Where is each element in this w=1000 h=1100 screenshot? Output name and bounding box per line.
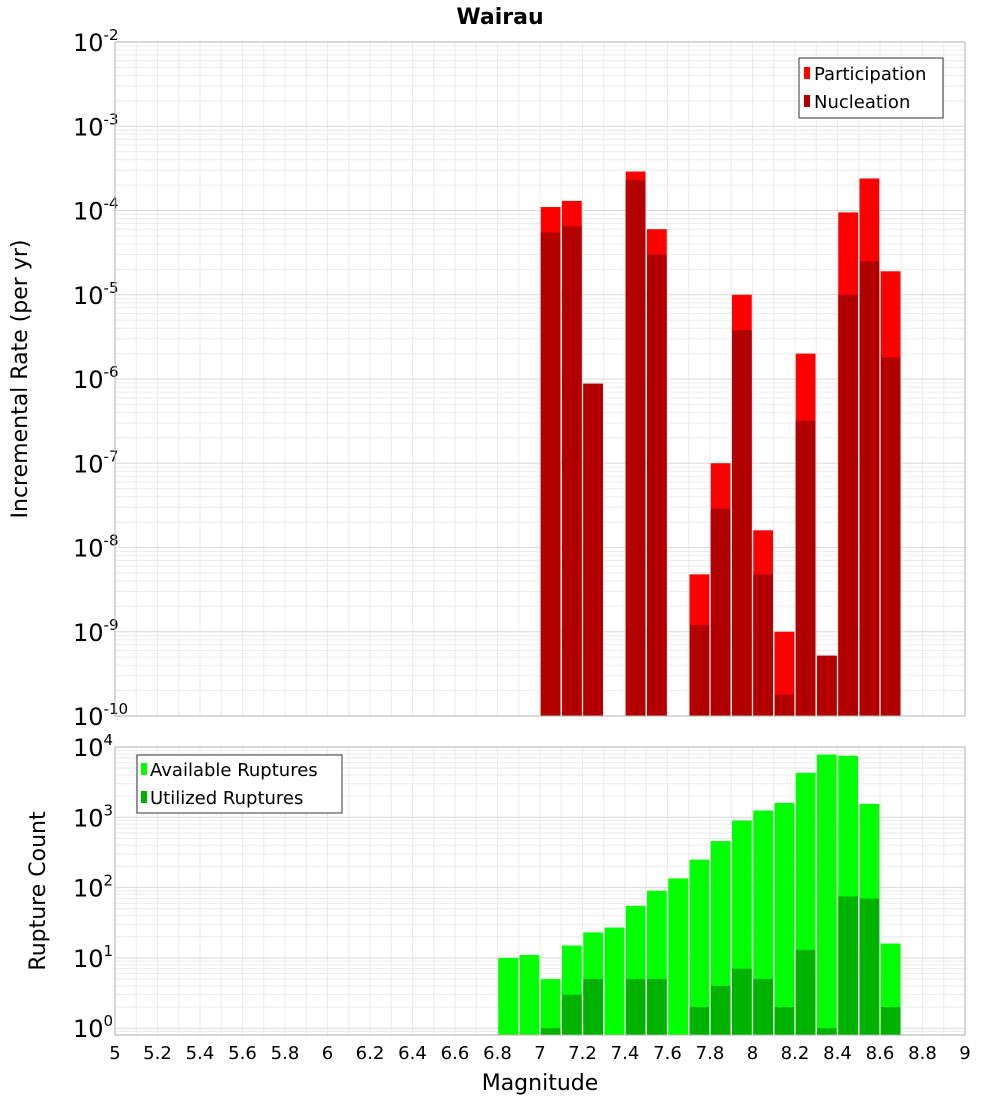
utilized-ruptures-bar xyxy=(689,1007,710,1035)
magnitude-tick-label: 7.2 xyxy=(568,1043,597,1064)
nucleation-bar xyxy=(562,226,582,716)
count-y-tick-label: 101 xyxy=(73,942,113,973)
magnitude-tick-label: 5.8 xyxy=(271,1043,300,1064)
count-panel: 100 101 102 103 104 5 5.2 5.4 5.6 5.8 6 6.2 6.4 6.6 6… xyxy=(26,731,971,1096)
nucleation-bar xyxy=(583,383,603,716)
utilized-ruptures-bar xyxy=(710,985,731,1035)
utilized-ruptures-bar xyxy=(880,1007,901,1035)
count-y-axis-label: Rupture Count xyxy=(26,811,51,971)
utilized-ruptures-bar xyxy=(817,1028,837,1035)
available-ruptures-legend-swatch xyxy=(141,763,147,775)
available-ruptures-bar xyxy=(753,810,773,1035)
count-y-tick-label: 103 xyxy=(73,801,113,832)
magnitude-tick-label: 7 xyxy=(534,1043,545,1064)
magnitude-tick-label: 8.4 xyxy=(823,1043,852,1064)
nucleation-legend-label: Nucleation xyxy=(814,92,910,113)
rate-y-tick-label: 10-6 xyxy=(73,363,119,394)
utilized-ruptures-bars xyxy=(540,896,901,1035)
magnitude-tick-label: 8 xyxy=(747,1043,758,1064)
available-ruptures-bar xyxy=(689,859,710,1035)
nucleation-bar xyxy=(880,357,901,716)
nucleation-bar xyxy=(774,694,795,716)
count-y-tick-label: 100 xyxy=(73,1012,113,1043)
magnitude-tick-label: 8.8 xyxy=(908,1043,937,1064)
count-plot-frame xyxy=(114,746,966,1036)
magnitude-tick-label: 8.6 xyxy=(866,1043,895,1064)
available-ruptures-bar xyxy=(817,754,837,1035)
magnitude-tick-label: 7.6 xyxy=(653,1043,682,1064)
chart-title: Wairau xyxy=(456,5,543,30)
utilized-ruptures-bar xyxy=(625,979,646,1035)
rate-legend: Participation Nucleation xyxy=(798,57,944,119)
utilized-ruptures-bar xyxy=(753,979,773,1035)
count-legend-box xyxy=(136,754,343,814)
magnitude-tick-label: 7.8 xyxy=(696,1043,725,1064)
nucleation-bar xyxy=(625,180,646,717)
count-y-tick-label: 104 xyxy=(73,731,113,762)
nucleation-bar xyxy=(732,330,752,716)
nucleation-bar xyxy=(689,625,710,716)
nucleation-bar xyxy=(647,254,667,716)
rate-grid xyxy=(114,42,966,717)
magnitude-tick-label: 6.6 xyxy=(441,1043,470,1064)
nucleation-bar xyxy=(859,261,880,716)
participation-legend-swatch xyxy=(804,67,810,79)
available-ruptures-bar xyxy=(668,878,688,1035)
utilized-ruptures-bar xyxy=(732,968,752,1035)
magnitude-tick-label: 6 xyxy=(322,1043,333,1064)
rate-y-tick-label: 10-4 xyxy=(73,195,119,226)
magnitude-tick-label: 7.4 xyxy=(611,1043,640,1064)
magnitude-tick-label: 9 xyxy=(959,1043,970,1064)
magnitude-x-ticks: 5 5.2 5.4 5.6 5.8 6 6.2 6.4 6.6 6.8 7 7.2 7.4 7.6 7.8 8… xyxy=(109,1043,970,1064)
rate-y-tick-label: 10-2 xyxy=(73,26,119,57)
count-y-ticks: 100 101 102 103 104 xyxy=(73,731,113,1043)
magnitude-tick-label: 6.8 xyxy=(483,1043,512,1064)
nucleation-bar xyxy=(753,574,773,716)
count-legend: Available Ruptures Utilized Ruptures xyxy=(136,754,343,814)
utilized-ruptures-bar xyxy=(540,1028,561,1035)
magnitude-tick-label: 5.2 xyxy=(143,1043,172,1064)
available-ruptures-legend-label: Available Ruptures xyxy=(150,760,318,781)
nucleation-bar xyxy=(710,508,731,716)
rate-y-axis-label: Incremental Rate (per yr) xyxy=(8,240,33,519)
nucleation-bar xyxy=(838,294,858,716)
participation-legend-label: Participation xyxy=(814,64,926,85)
utilized-ruptures-bar xyxy=(583,979,603,1035)
rate-legend-box xyxy=(798,57,944,119)
utilized-ruptures-legend-label: Utilized Ruptures xyxy=(150,788,303,809)
nucleation-bars xyxy=(540,180,901,717)
magnitude-axis-label: Magnitude xyxy=(482,1071,599,1096)
nucleation-bar xyxy=(795,420,816,716)
rate-plot-frame xyxy=(114,41,966,717)
rate-y-tick-label: 10-10 xyxy=(73,700,128,731)
utilized-ruptures-bar xyxy=(647,979,667,1035)
available-ruptures-bars xyxy=(498,754,901,1035)
magnitude-tick-label: 5.6 xyxy=(228,1043,257,1064)
magnitude-tick-label: 6.4 xyxy=(398,1043,427,1064)
count-y-tick-label: 102 xyxy=(73,872,113,903)
rate-y-tick-label: 10-5 xyxy=(73,279,119,310)
available-ruptures-bar xyxy=(498,957,518,1035)
utilized-ruptures-bar xyxy=(774,1007,795,1035)
magnitude-tick-label: 5.4 xyxy=(186,1043,215,1064)
available-ruptures-bar xyxy=(604,927,625,1035)
available-ruptures-bar xyxy=(540,979,561,1035)
nucleation-bar xyxy=(817,655,837,716)
magnitude-tick-label: 5 xyxy=(109,1043,120,1064)
available-ruptures-bar xyxy=(774,802,795,1035)
magnitude-tick-label: 8.2 xyxy=(781,1043,810,1064)
nucleation-legend-swatch xyxy=(804,95,810,107)
utilized-ruptures-legend-swatch xyxy=(141,791,147,803)
utilized-ruptures-bar xyxy=(795,949,816,1035)
available-ruptures-bar xyxy=(519,954,540,1035)
utilized-ruptures-bar xyxy=(562,994,582,1035)
utilized-ruptures-bar xyxy=(838,896,858,1035)
utilized-ruptures-bar xyxy=(859,898,880,1035)
magnitude-tick-label: 6.2 xyxy=(356,1043,385,1064)
nucleation-bar xyxy=(540,232,561,716)
